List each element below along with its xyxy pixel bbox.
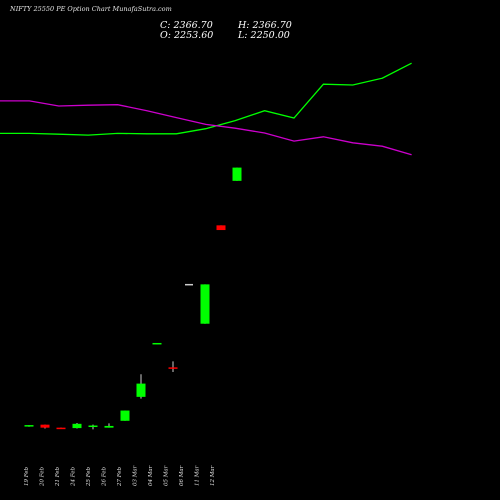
candle-body [24,425,34,427]
x-tick-label: 12 Mar [210,465,216,486]
candle-body [152,342,162,345]
x-tick-label: 06 Mar [179,465,185,486]
x-tick-label: 03 Mar [133,465,139,486]
x-tick-label: 25 Feb [86,466,92,487]
candle-body [200,284,210,324]
candle-body [40,424,50,428]
candle-body [185,283,193,286]
x-tick-label: 11 Mar [195,465,201,486]
candle-body [88,425,98,428]
x-tick-label: 21 Feb [55,466,61,487]
series-line-2 [0,100,412,156]
candle-body [216,225,226,231]
x-tick-label: 05 Mar [164,465,170,486]
candle-body [56,427,66,430]
candle-body [72,423,82,429]
x-tick-label: 24 Feb [71,466,77,487]
candle-body [120,410,130,421]
x-tick-label: 19 Feb [24,466,30,486]
candle-body [168,367,178,369]
chart-title: NIFTY 25550 PE Option Chart MunafaSutra.… [10,5,172,13]
candle-body [136,383,146,397]
low-value: L: 2250.00 [238,30,290,41]
candle-body [232,167,242,181]
close-value: C: 2366.70 [160,20,213,31]
high-value: H: 2366.70 [238,20,292,31]
x-tick-label: 26 Feb [102,466,108,487]
series-line-1 [0,62,412,136]
candle-body [104,425,114,428]
x-tick-label: 27 Feb [117,466,123,487]
open-value: O: 2253.60 [160,30,214,41]
x-tick-label: 04 Mar [148,465,154,486]
x-tick-label: 20 Feb [40,466,46,487]
